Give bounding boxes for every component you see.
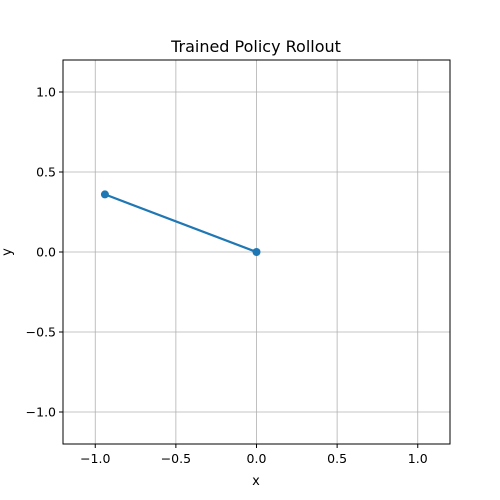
x-tick-label: −1.0 <box>80 451 110 466</box>
x-tick-label: 0.5 <box>327 451 347 466</box>
x-axis-label: x <box>252 474 260 489</box>
grid <box>63 60 450 444</box>
series-layer <box>100 190 261 256</box>
x-tick-label: 0.0 <box>247 451 267 466</box>
trajectory-point <box>100 190 109 199</box>
x-tick-label: −0.5 <box>161 451 191 466</box>
y-tick-label: −0.5 <box>26 325 56 340</box>
y-axis-label: y <box>0 248 15 256</box>
x-tick-label: 1.0 <box>408 451 428 466</box>
y-tick-label: −1.0 <box>26 405 56 420</box>
ticks: −1.0 −0.5 0.0 0.5 1.0 −1.0 −0.5 0.0 0.5 1.0 <box>26 85 428 467</box>
y-tick-label: 0.0 <box>36 245 56 260</box>
y-tick-label: 1.0 <box>36 85 56 100</box>
chart-title: Trained Policy Rollout <box>170 37 341 56</box>
trajectory-line <box>104 193 257 254</box>
trajectory-point <box>252 248 261 256</box>
y-tick-label: 0.5 <box>36 165 56 180</box>
